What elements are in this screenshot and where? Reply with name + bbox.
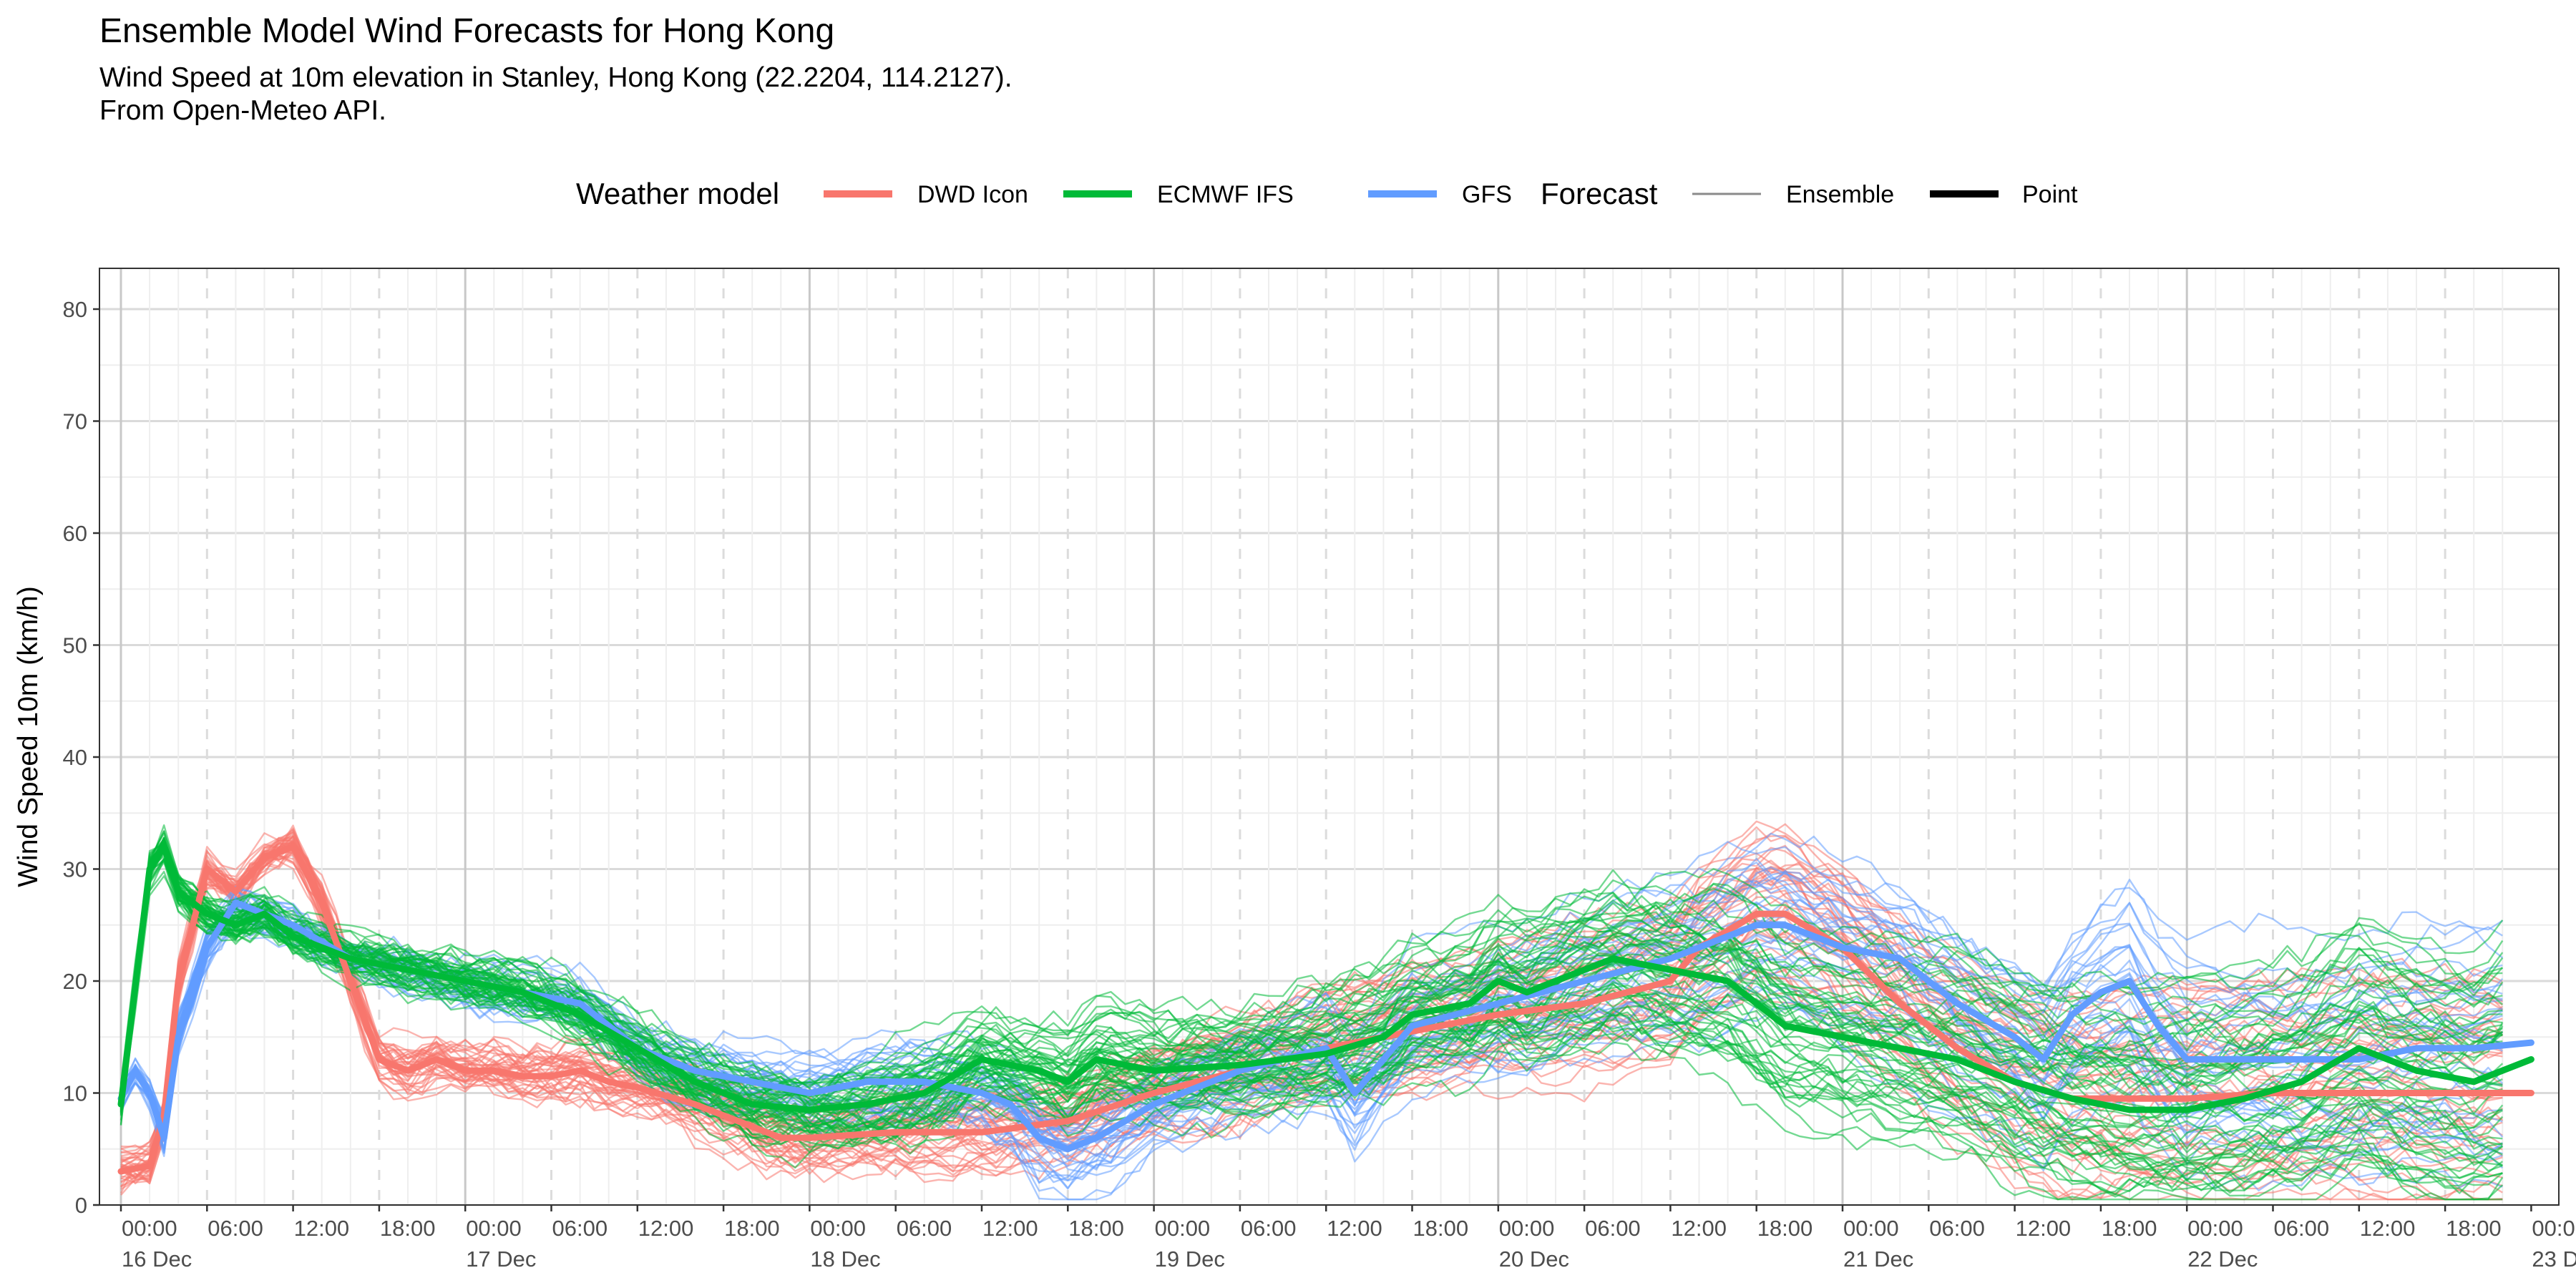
x-tick-label-time: 00:00 xyxy=(2532,1216,2576,1241)
x-tick-label-time: 06:00 xyxy=(897,1216,952,1241)
x-tick-label-time: 18:00 xyxy=(1757,1216,1813,1241)
x-tick-label-time: 00:00 xyxy=(2187,1216,2243,1241)
x-tick-label-day: 17 Dec xyxy=(466,1246,536,1272)
x-tick-label-time: 12:00 xyxy=(1671,1216,1727,1241)
x-tick-label-time: 12:00 xyxy=(2016,1216,2072,1241)
y-tick-label: 60 xyxy=(63,521,87,546)
x-tick-label-time: 18:00 xyxy=(1413,1216,1469,1241)
legend-label-gfs: GFS xyxy=(1462,181,1512,208)
x-tick-label-time: 06:00 xyxy=(208,1216,263,1241)
y-axis-title: Wind Speed 10m (km/h) xyxy=(13,586,44,887)
legend-label-ensemble: Ensemble xyxy=(1786,181,1894,208)
x-tick-label-time: 06:00 xyxy=(552,1216,608,1241)
x-tick-label-day: 21 Dec xyxy=(1843,1246,1913,1272)
y-tick-label: 30 xyxy=(63,857,87,882)
y-tick-label: 50 xyxy=(63,633,87,658)
x-tick-label-day: 18 Dec xyxy=(810,1246,880,1272)
y-tick-label: 80 xyxy=(63,297,87,322)
x-tick-label-time: 00:00 xyxy=(1843,1216,1899,1241)
x-tick-label-day: 22 Dec xyxy=(2187,1246,2258,1272)
legend: Weather model DWD Icon ECMWF IFS GFS Forecas… xyxy=(576,177,2078,210)
y-tick-label: 10 xyxy=(63,1081,87,1106)
x-tick-label-time: 06:00 xyxy=(1241,1216,1297,1241)
legend-label-dwd-icon: DWD Icon xyxy=(917,181,1028,208)
x-tick-label-time: 00:00 xyxy=(466,1216,522,1241)
x-tick-label-day: 20 Dec xyxy=(1499,1246,1569,1272)
legend-label-point: Point xyxy=(2022,181,2078,208)
x-tick-label-day: 19 Dec xyxy=(1155,1246,1225,1272)
x-tick-label-time: 12:00 xyxy=(1327,1216,1382,1241)
x-tick-label-time: 06:00 xyxy=(1585,1216,1641,1241)
x-tick-label-time: 12:00 xyxy=(2360,1216,2416,1241)
x-tick-label-time: 18:00 xyxy=(1068,1216,1124,1241)
y-tick-label: 70 xyxy=(63,409,87,434)
legend-title-forecast: Forecast xyxy=(1541,177,1658,210)
x-tick-label-time: 18:00 xyxy=(2446,1216,2502,1241)
x-tick-label-time: 06:00 xyxy=(2274,1216,2330,1241)
x-tick-label-time: 06:00 xyxy=(1929,1216,1985,1241)
x-tick-label-time: 18:00 xyxy=(2102,1216,2157,1241)
x-tick-label-time: 18:00 xyxy=(380,1216,436,1241)
legend-label-ecmwf-ifs: ECMWF IFS xyxy=(1157,181,1294,208)
x-tick-label-time: 18:00 xyxy=(724,1216,780,1241)
x-tick-label-day: 23 Dec xyxy=(2532,1246,2576,1272)
x-tick-label-time: 12:00 xyxy=(982,1216,1038,1241)
x-tick-label-time: 00:00 xyxy=(1155,1216,1211,1241)
y-tick-label: 20 xyxy=(63,969,87,994)
y-tick-label: 0 xyxy=(75,1193,87,1218)
x-tick-label-time: 12:00 xyxy=(638,1216,694,1241)
x-tick-label-time: 00:00 xyxy=(122,1216,177,1241)
x-tick-label-time: 00:00 xyxy=(810,1216,866,1241)
x-tick-label-time: 00:00 xyxy=(1499,1216,1555,1241)
x-tick-label-day: 16 Dec xyxy=(122,1246,192,1272)
y-tick-label: 40 xyxy=(63,745,87,770)
x-tick-label-time: 12:00 xyxy=(294,1216,350,1241)
legend-title-model: Weather model xyxy=(576,177,779,210)
